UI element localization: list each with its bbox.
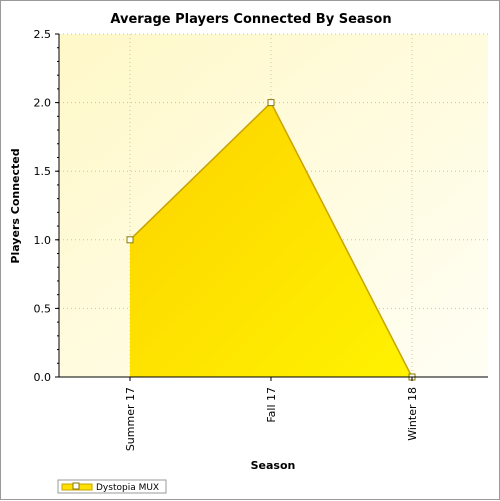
x-axis-label: Season bbox=[251, 459, 296, 472]
axes bbox=[55, 33, 488, 381]
y-tick-label: 0.0 bbox=[34, 371, 52, 384]
y-tick-label: 2.0 bbox=[34, 97, 52, 110]
y-tick-label: 2.5 bbox=[34, 28, 52, 41]
data-point-marker bbox=[267, 99, 275, 107]
chart-title: Average Players Connected By Season bbox=[110, 12, 391, 27]
y-tick-label: 1.5 bbox=[34, 165, 52, 178]
x-tick-label: Winter 18 bbox=[406, 387, 419, 441]
legend-label: Dystopia MUX bbox=[96, 483, 159, 493]
y-tick-label: 1.0 bbox=[34, 234, 52, 247]
data-point-marker bbox=[126, 236, 134, 244]
x-tick-labels: Summer 17 Fall 17 Winter 18 bbox=[124, 387, 419, 451]
y-axis-label: Players Connected bbox=[9, 148, 22, 263]
y-tick-label: 0.5 bbox=[34, 302, 52, 315]
x-tick-label: Fall 17 bbox=[265, 387, 278, 423]
x-tick-label: Summer 17 bbox=[124, 387, 137, 451]
y-tick-labels: 0.0 0.5 1.0 1.5 2.0 2.5 bbox=[34, 28, 52, 384]
legend-marker bbox=[72, 482, 80, 490]
legend: Dystopia MUX bbox=[57, 479, 167, 494]
